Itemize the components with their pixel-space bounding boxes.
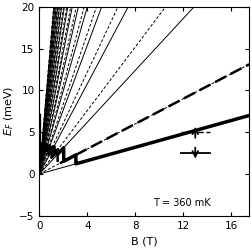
X-axis label: B (T): B (T) — [131, 236, 158, 246]
Text: T = 360 mK: T = 360 mK — [153, 198, 211, 208]
Y-axis label: $E_F$ (meV): $E_F$ (meV) — [3, 86, 16, 136]
